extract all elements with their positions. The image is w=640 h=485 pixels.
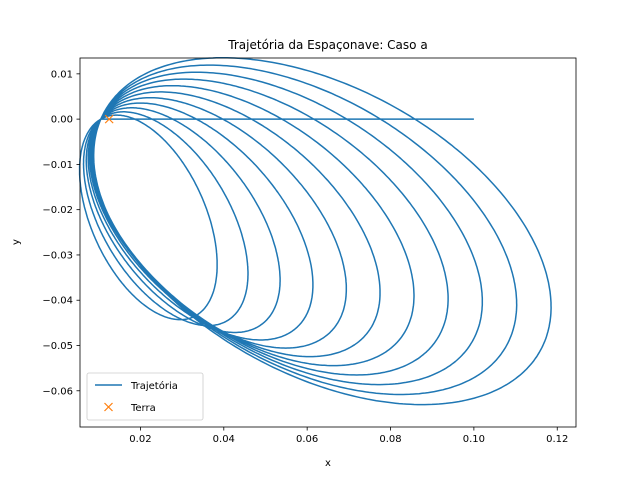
y-tick-label: −0.04 (42, 296, 73, 307)
x-axis-ticks: 0.02 0.04 0.06 0.08 0.10 0.12 (129, 427, 568, 445)
x-tick-label: 0.10 (463, 434, 485, 445)
earth-x-mark (104, 114, 114, 124)
legend: Trajetória Terra (86, 372, 204, 421)
axes-frame (79, 57, 577, 428)
legend-label-trajectory: Trajetória (130, 380, 178, 392)
legend-label-earth: Terra (130, 403, 156, 414)
y-tick-label: −0.03 (42, 250, 73, 261)
trajectory-line (78, 57, 552, 406)
x-tick-label: 0.04 (213, 434, 235, 445)
chart-title: Trajetória da Espaçonave: Caso a (227, 38, 427, 52)
y-axis-label: y (11, 239, 22, 245)
y-tick-label: −0.01 (42, 160, 73, 171)
y-tick-label: 0.00 (51, 115, 73, 126)
legend-x-mark (104, 402, 113, 412)
x-axis-label: x (325, 458, 331, 469)
x-tick-label: 0.02 (129, 434, 151, 445)
x-tick-label: 0.06 (296, 434, 318, 445)
y-tick-label: −0.05 (42, 341, 73, 352)
y-tick-label: 0.01 (51, 69, 73, 80)
x-tick-label: 0.08 (379, 434, 401, 445)
x-tick-label: 0.12 (546, 434, 568, 445)
y-axis-ticks: 0.01 0.00 −0.01 −0.02 −0.03 −0.04 −0.05 −0.06 (42, 69, 80, 397)
y-tick-label: −0.02 (42, 205, 73, 216)
earth-marker (104, 114, 114, 124)
y-tick-label: −0.06 (42, 386, 73, 397)
plot-area (78, 57, 552, 406)
legend-x-marker-swatch (104, 402, 113, 412)
